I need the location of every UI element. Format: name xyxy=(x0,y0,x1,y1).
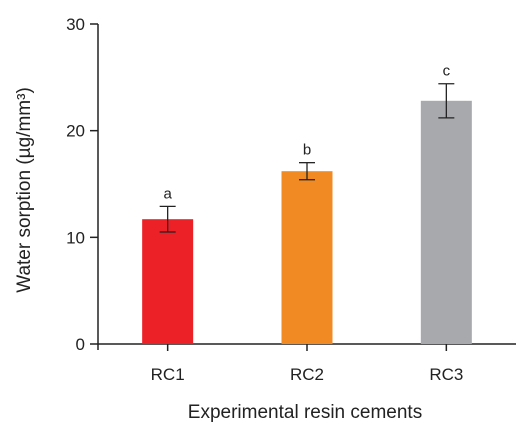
x-axis: RC1 RC2 RC3 xyxy=(98,343,516,384)
y-tick-label: 20 xyxy=(66,122,85,141)
bar-rc3 xyxy=(420,100,472,344)
x-tick-label: RC1 xyxy=(151,365,185,384)
y-tick-label: 30 xyxy=(66,15,85,34)
x-tick-label: RC2 xyxy=(290,365,324,384)
bar-rc2 xyxy=(281,171,333,344)
y-axis-title: Water sorption (µg/mm³) xyxy=(14,87,35,293)
significance-label: a xyxy=(163,185,172,202)
bar-rc1 xyxy=(142,219,194,344)
x-axis-title: Experimental resin cements xyxy=(188,402,422,423)
significance-label: c xyxy=(443,63,451,80)
y-axis: 0 10 20 30 xyxy=(66,15,99,354)
y-tick-label: 0 xyxy=(76,335,85,354)
bars: a b c xyxy=(142,63,472,344)
y-tick-label: 10 xyxy=(66,228,85,247)
x-tick-label: RC3 xyxy=(429,365,463,384)
significance-label: b xyxy=(303,142,311,159)
